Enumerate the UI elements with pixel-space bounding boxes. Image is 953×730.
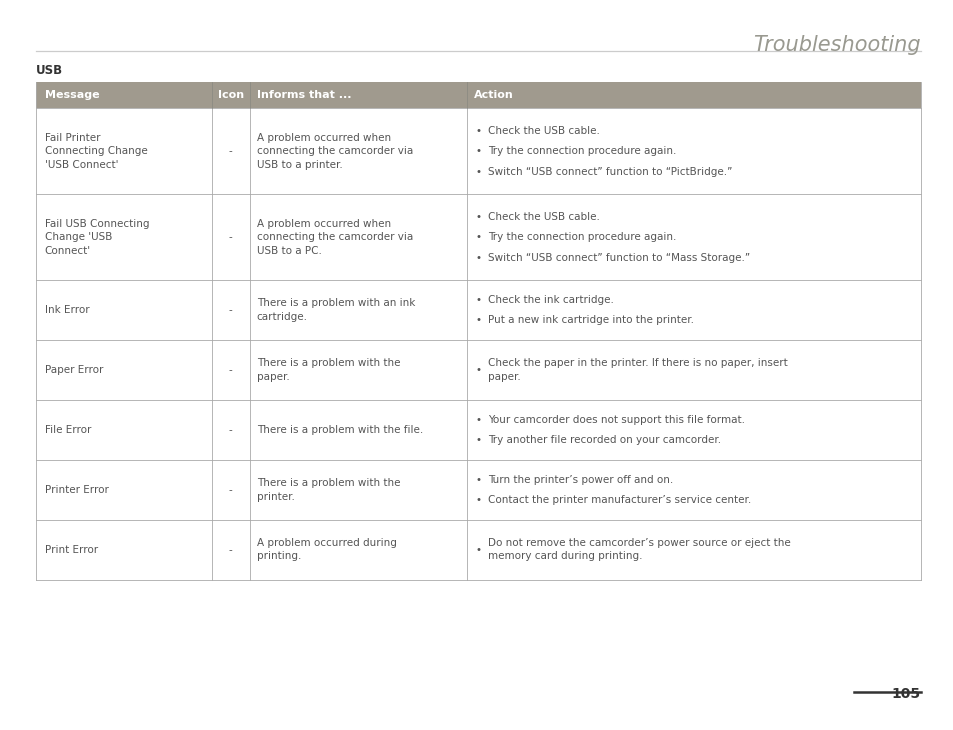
Text: Switch “USB connect” function to “PictBridge.”: Switch “USB connect” function to “PictBr…	[488, 166, 732, 177]
Text: Switch “USB connect” function to “Mass Storage.”: Switch “USB connect” function to “Mass S…	[488, 253, 750, 263]
Text: -: -	[229, 146, 233, 156]
Text: •: •	[475, 315, 480, 326]
Text: Do not remove the camcorder’s power source or eject the
memory card during print: Do not remove the camcorder’s power sour…	[488, 538, 790, 561]
Text: Check the USB cable.: Check the USB cable.	[488, 212, 599, 222]
Text: -: -	[229, 232, 233, 242]
Text: Informs that ...: Informs that ...	[256, 90, 351, 100]
Text: Action: Action	[474, 90, 514, 100]
Text: Try the connection procedure again.: Try the connection procedure again.	[488, 146, 676, 156]
Text: -: -	[229, 425, 233, 435]
Text: There is a problem with an ink
cartridge.: There is a problem with an ink cartridge…	[256, 299, 415, 322]
Text: There is a problem with the
paper.: There is a problem with the paper.	[256, 358, 399, 382]
Text: •: •	[475, 295, 480, 305]
Text: Ink Error: Ink Error	[45, 305, 90, 315]
Text: •: •	[475, 365, 480, 375]
Text: Print Error: Print Error	[45, 545, 98, 555]
Text: A problem occurred during
printing.: A problem occurred during printing.	[256, 538, 396, 561]
Text: •: •	[475, 415, 480, 425]
Text: Message: Message	[45, 90, 99, 100]
Text: •: •	[475, 545, 480, 555]
Text: Troubleshooting: Troubleshooting	[752, 35, 920, 55]
Text: •: •	[475, 435, 480, 445]
Bar	[36, 82, 920, 108]
Text: •: •	[475, 126, 480, 136]
Text: -: -	[229, 365, 233, 375]
Text: Try another file recorded on your camcorder.: Try another file recorded on your camcor…	[488, 435, 720, 445]
Text: •: •	[475, 212, 480, 222]
Text: There is a problem with the
printer.: There is a problem with the printer.	[256, 478, 399, 502]
Text: •: •	[475, 166, 480, 177]
Text: •: •	[475, 146, 480, 156]
Text: There is a problem with the file.: There is a problem with the file.	[256, 425, 422, 435]
Text: Turn the printer’s power off and on.: Turn the printer’s power off and on.	[488, 474, 673, 485]
Text: Check the USB cable.: Check the USB cable.	[488, 126, 599, 136]
Text: •: •	[475, 232, 480, 242]
Text: -: -	[229, 305, 233, 315]
Text: Check the paper in the printer. If there is no paper, insert
paper.: Check the paper in the printer. If there…	[488, 358, 787, 382]
Text: Put a new ink cartridge into the printer.: Put a new ink cartridge into the printer…	[488, 315, 694, 326]
Text: Fail USB Connecting
Change 'USB
Connect': Fail USB Connecting Change 'USB Connect'	[45, 219, 150, 256]
Text: Fail Printer
Connecting Change
'USB Connect': Fail Printer Connecting Change 'USB Conn…	[45, 133, 148, 169]
Text: Contact the printer manufacturer’s service center.: Contact the printer manufacturer’s servi…	[488, 495, 751, 505]
Text: A problem occurred when
connecting the camcorder via
USB to a printer.: A problem occurred when connecting the c…	[256, 133, 413, 169]
Text: -: -	[229, 485, 233, 495]
Text: •: •	[475, 474, 480, 485]
Text: Printer Error: Printer Error	[45, 485, 109, 495]
Text: Check the ink cartridge.: Check the ink cartridge.	[488, 295, 614, 305]
Text: A problem occurred when
connecting the camcorder via
USB to a PC.: A problem occurred when connecting the c…	[256, 219, 413, 256]
Text: Try the connection procedure again.: Try the connection procedure again.	[488, 232, 676, 242]
Text: -: -	[229, 545, 233, 555]
Text: Paper Error: Paper Error	[45, 365, 103, 375]
Text: Icon: Icon	[218, 90, 244, 100]
Text: •: •	[475, 495, 480, 505]
Text: 105: 105	[890, 687, 920, 701]
Text: USB: USB	[36, 64, 63, 77]
Text: Your camcorder does not support this file format.: Your camcorder does not support this fil…	[488, 415, 744, 425]
Text: File Error: File Error	[45, 425, 91, 435]
Text: •: •	[475, 253, 480, 263]
